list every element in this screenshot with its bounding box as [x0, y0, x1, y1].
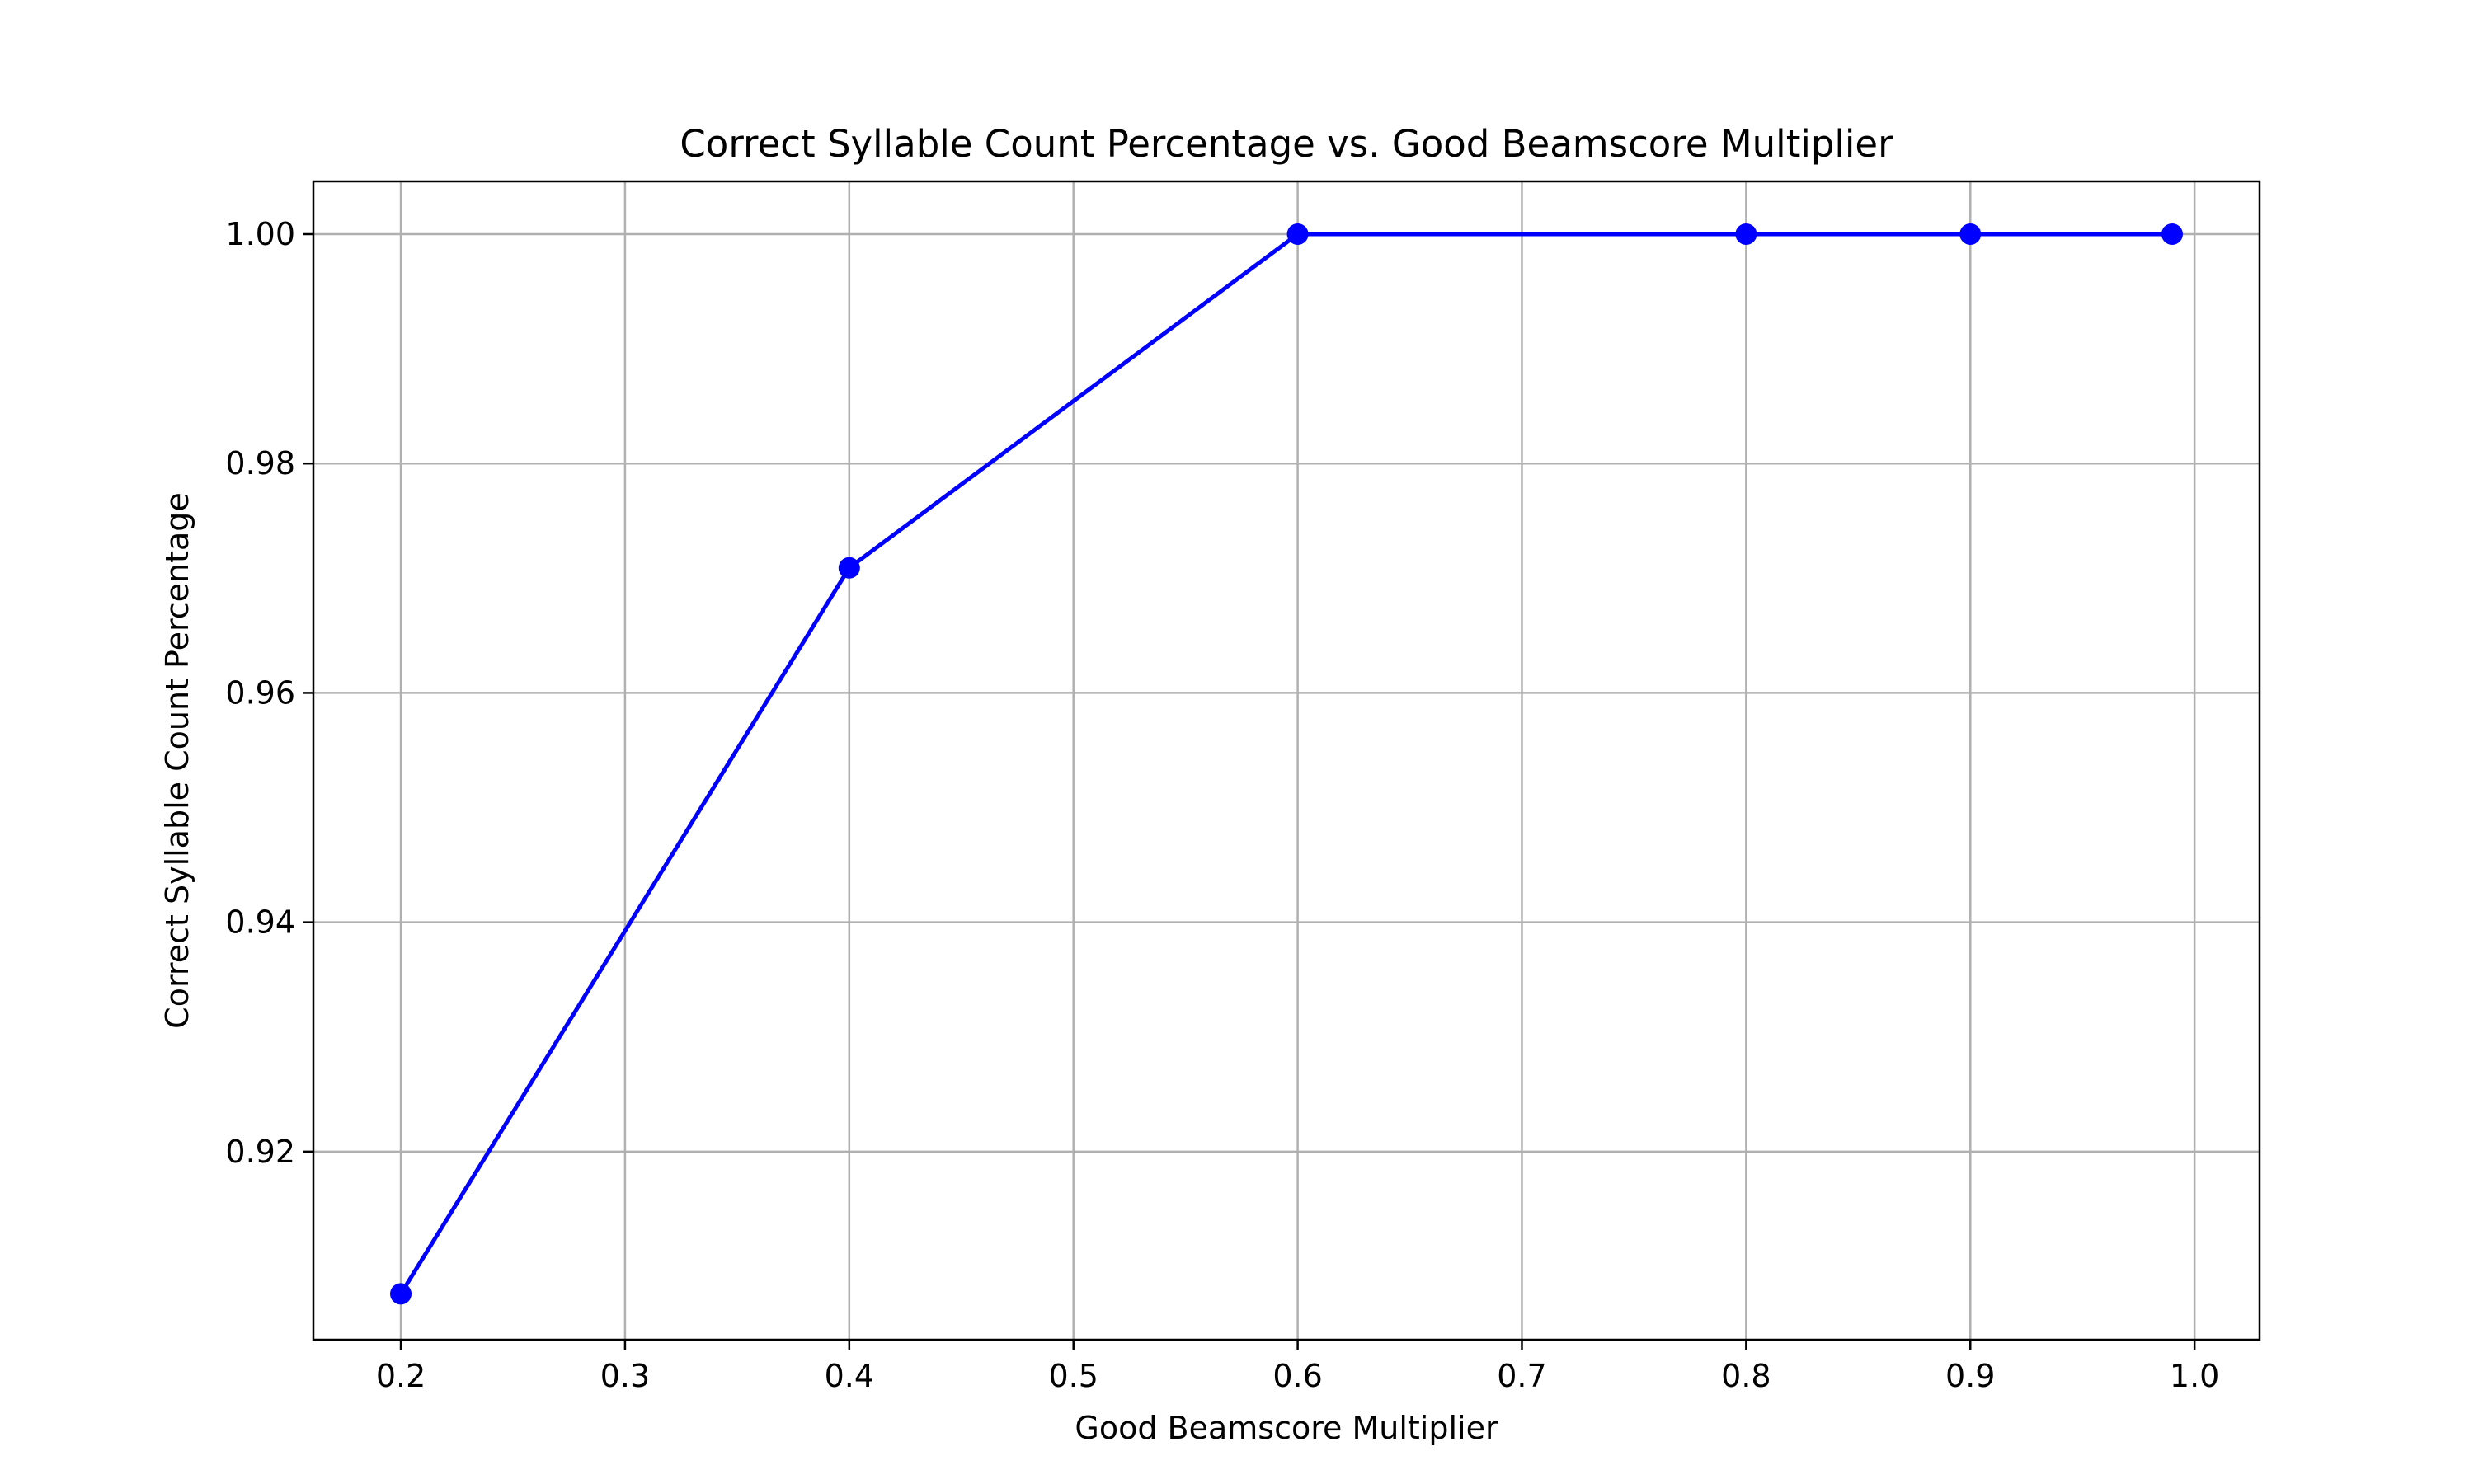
data-point — [1735, 223, 1757, 245]
x-axis-label: Good Beamscore Multiplier — [1075, 1410, 1498, 1446]
y-tick-label: 1.00 — [225, 216, 295, 252]
y-tick-label: 0.94 — [225, 904, 295, 941]
x-tick-label: 0.6 — [1272, 1358, 1322, 1394]
data-point — [1286, 223, 1309, 245]
series-line — [398, 232, 2172, 1295]
axis-ticks: 0.2 0.3 0.4 0.5 0.6 0.7 0.8 0.9 1.0 0.92 0.94 0.96 0… — [225, 216, 2219, 1394]
y-tick-label: 0.96 — [225, 674, 295, 711]
series-layer — [390, 223, 2183, 1305]
x-tick-label: 0.2 — [376, 1358, 426, 1394]
x-tick-label: 0.8 — [1721, 1358, 1771, 1394]
x-tick-label: 0.4 — [825, 1358, 874, 1394]
plot-frame — [312, 180, 2261, 1341]
data-point — [1959, 223, 1982, 245]
x-tick-label: 0.9 — [1945, 1358, 1995, 1394]
y-tick-label: 0.98 — [225, 445, 295, 481]
x-tick-label: 0.5 — [1048, 1358, 1098, 1394]
data-point — [390, 1283, 412, 1305]
y-axis-label: Correct Syllable Count Percentage — [159, 492, 195, 1029]
chart-title: Correct Syllable Count Percentage vs. Go… — [680, 122, 1893, 166]
x-tick-label: 1.0 — [2170, 1358, 2219, 1394]
x-tick-label: 0.7 — [1497, 1358, 1546, 1394]
data-point — [2161, 223, 2183, 245]
data-point — [838, 556, 860, 579]
y-tick-label: 0.92 — [225, 1134, 295, 1170]
x-tick-label: 0.3 — [600, 1358, 650, 1394]
